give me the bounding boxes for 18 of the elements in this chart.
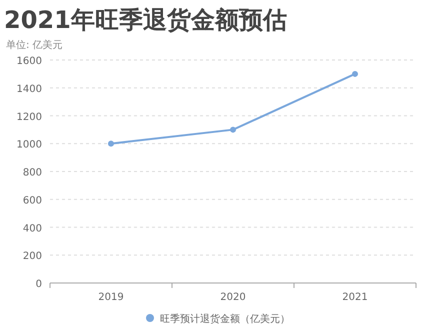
y-tick-label: 200 [22,251,42,262]
y-tick-label: 0 [36,279,42,290]
y-tick-label: 1200 [16,112,42,123]
legend-label: 旺季预计退货金额（亿美元） [160,313,290,325]
point [108,140,114,147]
point [352,70,358,77]
y-tick-label: 800 [22,168,42,178]
x-tick-label: 2020 [220,292,246,303]
y-tick-label: 1000 [16,140,42,151]
point [230,126,236,133]
x-tick-label: 2019 [98,292,124,303]
x-tick-label: 2021 [342,292,368,303]
subtitle: 单位: 亿美元 [6,40,63,51]
y-tick-label: 600 [22,195,42,206]
title: 2021年旺季退货金额预估 [4,6,287,34]
y-tick-label: 1600 [16,56,42,67]
y-tick-label: 400 [22,223,42,234]
y-tick-label: 1400 [16,84,42,95]
